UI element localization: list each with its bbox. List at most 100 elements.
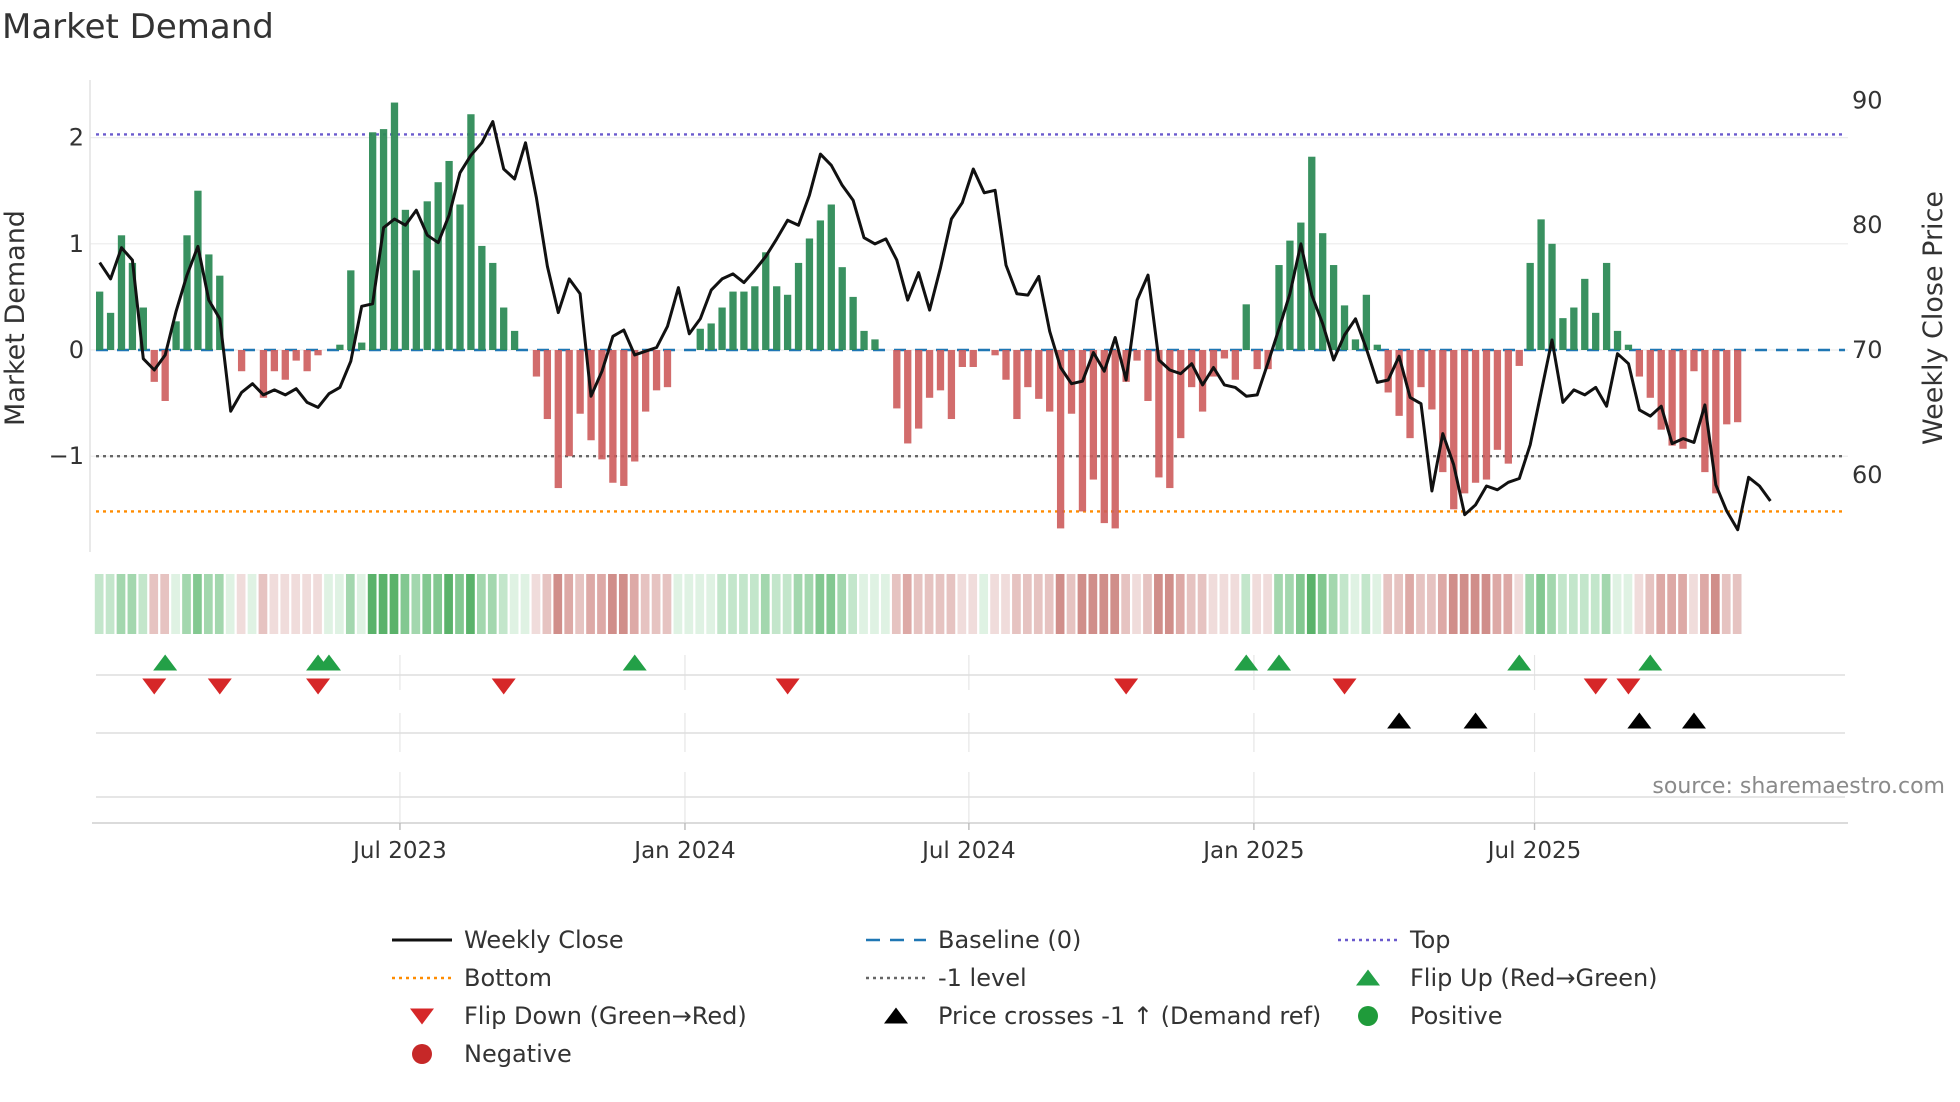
flip-down-marker xyxy=(1583,678,1608,695)
demand-bar xyxy=(281,350,289,380)
heat-cell xyxy=(891,574,901,634)
legend-swatch-circle xyxy=(412,1044,432,1064)
heat-cell xyxy=(826,574,836,634)
demand-bar xyxy=(128,262,137,350)
heat-cell xyxy=(1033,574,1043,634)
heat-cell xyxy=(466,574,475,634)
legend-label: -1 level xyxy=(938,964,1027,992)
flip-down-marker xyxy=(1114,678,1139,695)
heat-cell xyxy=(608,574,617,634)
demand-bar xyxy=(259,350,268,398)
heat-cell xyxy=(1394,574,1403,634)
demand-bar xyxy=(1297,222,1305,350)
demand-bar xyxy=(1373,344,1381,350)
heat-cell xyxy=(1678,574,1687,634)
heat-cell xyxy=(1219,574,1229,634)
heat-cell xyxy=(1077,574,1087,634)
heat-cell xyxy=(957,574,967,634)
heat-cell xyxy=(1012,574,1021,634)
heat-cell xyxy=(1590,574,1600,634)
y-tick-left: −1 xyxy=(49,442,84,470)
flip-up-marker xyxy=(316,654,341,671)
heat-cell xyxy=(400,574,410,634)
demand-bar xyxy=(401,209,410,350)
heat-cell xyxy=(1186,574,1196,634)
demand-bar xyxy=(96,291,104,350)
heat-cell xyxy=(1645,574,1655,634)
demand-bar xyxy=(412,270,420,350)
demand-bar xyxy=(718,307,726,350)
legend-item: Bottom xyxy=(392,964,552,992)
heat-cell xyxy=(1525,574,1535,634)
flip-down-marker xyxy=(207,678,232,695)
legend-label: Bottom xyxy=(464,964,552,992)
heat-cell xyxy=(477,574,486,634)
legend-swatch-triangle-up xyxy=(1356,969,1380,986)
heat-cell xyxy=(1416,574,1425,634)
demand-bars xyxy=(96,102,1742,529)
heat-cell xyxy=(280,574,290,634)
heat-cell xyxy=(1274,574,1283,634)
heat-cell xyxy=(1121,574,1130,634)
heat-cell xyxy=(1667,574,1676,634)
heat-cell xyxy=(837,574,847,634)
y-axis-left-label: Market Demand xyxy=(0,210,31,426)
demand-bar xyxy=(1635,350,1644,377)
demand-bar xyxy=(532,350,541,377)
flip-up-marker xyxy=(622,654,647,671)
demand-bar xyxy=(139,307,147,350)
heat-cell xyxy=(1339,574,1349,634)
heat-cell xyxy=(651,574,661,634)
demand-bar xyxy=(369,132,377,350)
demand-bar xyxy=(1657,350,1665,430)
demand-bar xyxy=(336,344,344,350)
heat-cell xyxy=(662,574,672,634)
demand-bar xyxy=(456,204,464,350)
price-cross-marker xyxy=(1627,712,1652,729)
demand-bar xyxy=(1570,307,1578,350)
demand-bar xyxy=(1209,350,1218,377)
heat-cell xyxy=(105,574,115,634)
heat-cell xyxy=(389,574,399,634)
demand-bar xyxy=(150,350,158,382)
heat-cell xyxy=(1099,574,1109,634)
legend-label: Baseline (0) xyxy=(938,926,1081,954)
heat-cell xyxy=(1612,574,1622,634)
heat-cell xyxy=(1110,574,1120,634)
demand-bar xyxy=(1548,243,1556,350)
demand-bar xyxy=(565,350,573,457)
demand-bar xyxy=(270,350,279,372)
heat-cell xyxy=(324,574,333,634)
demand-bar xyxy=(194,190,202,350)
heat-cell xyxy=(171,574,180,634)
flip-down-marker xyxy=(142,678,167,695)
heat-cell xyxy=(1088,574,1098,634)
heat-cell xyxy=(422,574,432,634)
heat-cell xyxy=(1623,574,1633,634)
price-cross-marker xyxy=(1387,712,1412,729)
demand-bar xyxy=(183,235,191,350)
demand-bar xyxy=(1198,350,1207,412)
flip-up-marker xyxy=(1507,654,1532,671)
heat-cell xyxy=(870,574,879,634)
heat-cell xyxy=(1154,574,1163,634)
heat-cell xyxy=(629,574,639,634)
heat-cell xyxy=(509,574,519,634)
demand-bar xyxy=(117,235,126,350)
heat-cell xyxy=(1514,574,1524,634)
demand-bar xyxy=(773,286,781,350)
demand-bar xyxy=(838,267,846,350)
source-label: source: sharemaestro.com xyxy=(1652,774,1945,799)
heat-cell xyxy=(1437,574,1447,634)
heat-cell xyxy=(1241,574,1251,634)
gridlines xyxy=(90,137,1848,822)
price-cross-marker xyxy=(1463,712,1488,729)
heat-cell xyxy=(1700,574,1709,634)
heat-cell xyxy=(1579,574,1589,634)
demand-bar xyxy=(1428,350,1436,410)
demand-bar xyxy=(827,204,835,350)
heat-cell xyxy=(673,574,683,634)
demand-bar xyxy=(467,114,475,351)
heat-cell xyxy=(345,574,355,634)
heat-cell xyxy=(760,574,770,634)
